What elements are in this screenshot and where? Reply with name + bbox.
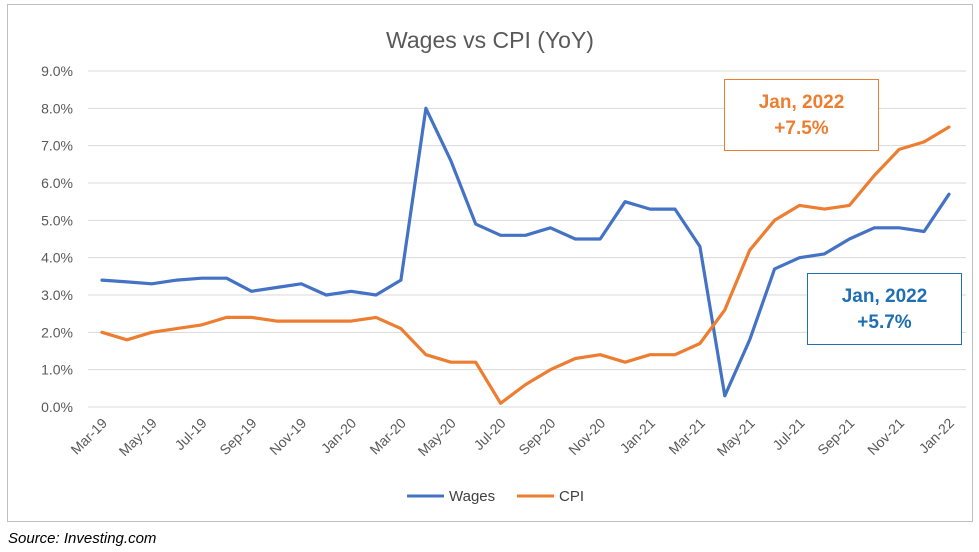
- x-tick-label: Jan-20: [318, 415, 360, 457]
- x-tick-label: Sep-20: [515, 415, 558, 458]
- y-tick-label: 4.0%: [41, 250, 73, 266]
- wages-callout: Jan, 2022 +5.7%: [807, 273, 962, 345]
- legend: Wages CPI: [407, 488, 584, 505]
- wages-callout-date: Jan, 2022: [841, 286, 928, 307]
- y-tick-label: 6.0%: [41, 175, 73, 191]
- y-tick-label: 3.0%: [41, 287, 73, 303]
- y-tick-label: 0.0%: [41, 399, 73, 415]
- x-tick-label: May-19: [116, 415, 160, 459]
- x-tick-label: Mar-20: [366, 415, 409, 458]
- cpi-callout-date: Jan, 2022: [758, 92, 845, 113]
- y-tick-label: 7.0%: [41, 138, 73, 154]
- y-tick-label: 8.0%: [41, 100, 73, 116]
- x-tick-label: Jul-20: [470, 415, 508, 453]
- wages-callout-value: +5.7%: [857, 312, 912, 333]
- y-tick-label: 2.0%: [41, 324, 73, 340]
- series-line-wages: [100, 106, 951, 398]
- legend-label-cpi: CPI: [559, 488, 584, 505]
- x-tick-label: Nov-19: [266, 415, 309, 458]
- x-tick-label: Mar-21: [665, 415, 708, 458]
- x-axis-ticks: Mar-19 May-19 Jul-19 Sep-19 Nov-19 Jan-20 Mar-…: [67, 415, 957, 459]
- y-tick-label: 1.0%: [41, 362, 73, 378]
- y-tick-label: 9.0%: [41, 63, 73, 79]
- x-tick-label: Jul-21: [769, 415, 807, 453]
- x-tick-label: Nov-20: [565, 415, 608, 458]
- cpi-callout: Jan, 2022 +7.5%: [724, 79, 879, 151]
- y-axis-ticks: 0.0% 1.0% 2.0% 3.0% 4.0% 5.0% 6.0% 7.0% 8.0% 9.0%: [41, 63, 73, 415]
- series-line-cpi: [100, 125, 951, 405]
- x-tick-label: Jul-19: [171, 415, 209, 453]
- cpi-callout-value: +7.5%: [774, 118, 829, 139]
- x-tick-label: May-20: [415, 415, 459, 459]
- x-tick-label: Sep-19: [216, 415, 259, 458]
- series-lines: [100, 106, 951, 405]
- x-tick-label: Sep-21: [814, 415, 857, 458]
- x-tick-label: Jan-21: [617, 415, 659, 457]
- y-tick-label: 5.0%: [41, 212, 73, 228]
- x-tick-label: May-21: [714, 415, 758, 459]
- source-note: Source: Investing.com: [8, 530, 157, 547]
- x-tick-label: Nov-21: [864, 415, 907, 458]
- legend-label-wages: Wages: [449, 488, 495, 505]
- x-tick-label: Mar-19: [67, 415, 110, 458]
- chart-title: Wages vs CPI (YoY): [386, 27, 594, 53]
- x-tick-label: Jan-22: [916, 415, 958, 457]
